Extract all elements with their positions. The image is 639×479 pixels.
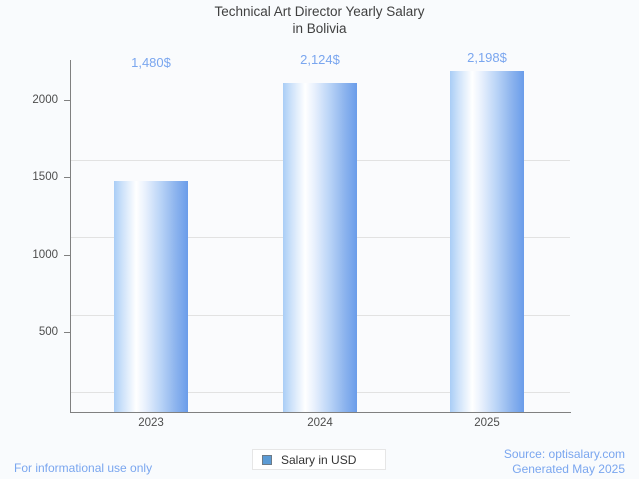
y-tick-mark-1500 [64,177,70,178]
data-label-2023: 1,480$ [131,55,171,70]
source-text: Source: optisalary.com [503,447,625,461]
y-tick-mark-2000 [64,100,70,101]
y-tick-label-500: 500 [38,326,58,338]
chart-title: Technical Art Director Yearly Salary in … [214,4,425,36]
bar-2024[interactable] [283,83,357,412]
y-tick-label-1000: 1000 [32,249,58,261]
x-axis-line [70,412,571,413]
data-label-2025: 2,198$ [467,50,507,65]
bar-2025[interactable] [450,71,524,412]
plot-area [70,60,570,412]
disclaimer-text: For informational use only [14,461,153,475]
source-info: Source: optisalary.com Generated May 202… [504,447,625,477]
x-tick-label-2025: 2025 [474,417,500,429]
y-tick-label-2000: 2000 [32,94,58,106]
chart-legend[interactable]: Salary in USD [252,449,386,470]
y-axis-line [70,60,71,413]
y-tick-mark-1000 [64,255,70,256]
y-tick-label-1500: 1500 [32,171,58,183]
y-tick-mark-500 [64,332,70,333]
generated-text: Generated May 2025 [512,462,625,476]
x-tick-label-2024: 2024 [307,417,333,429]
legend-label-salary: Salary in USD [281,452,357,467]
bar-2023[interactable] [114,181,188,412]
x-tick-label-2023: 2023 [138,417,164,429]
legend-swatch-icon [262,454,272,465]
data-label-2024: 2,124$ [300,52,340,67]
